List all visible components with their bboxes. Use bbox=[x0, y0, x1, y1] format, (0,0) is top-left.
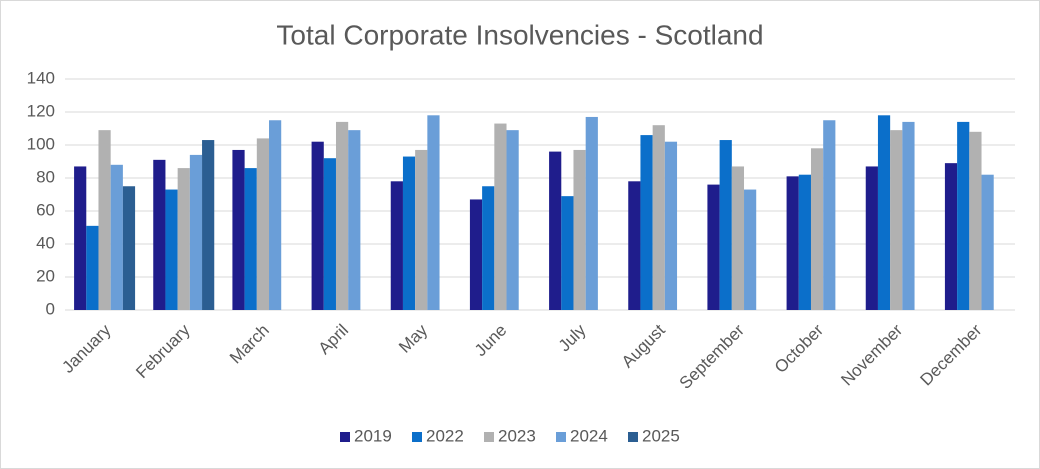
bar bbox=[244, 168, 257, 310]
bar bbox=[415, 149, 428, 310]
bar bbox=[348, 130, 361, 310]
bar bbox=[427, 115, 440, 310]
legend-label: 2019 bbox=[354, 426, 392, 445]
y-tick-label: 0 bbox=[46, 299, 55, 318]
bar bbox=[561, 196, 574, 310]
bar bbox=[707, 184, 720, 310]
bar bbox=[969, 131, 982, 310]
y-tick-label: 60 bbox=[36, 200, 55, 219]
bar bbox=[786, 176, 799, 310]
bar bbox=[981, 174, 994, 310]
bar bbox=[744, 189, 757, 310]
bar bbox=[335, 121, 349, 311]
chart-title: Total Corporate Insolvencies - Scotland bbox=[276, 19, 763, 50]
legend-label: 2024 bbox=[570, 426, 608, 445]
legend-swatch bbox=[556, 432, 566, 442]
legend-swatch bbox=[628, 432, 638, 442]
bar bbox=[719, 140, 732, 310]
y-tick-label: 40 bbox=[36, 233, 55, 252]
y-tick-label: 140 bbox=[27, 68, 55, 87]
bar bbox=[549, 151, 562, 310]
bar bbox=[402, 156, 416, 310]
bar bbox=[469, 199, 483, 310]
bar bbox=[506, 130, 519, 310]
legend-label: 2025 bbox=[642, 426, 680, 445]
bar bbox=[311, 141, 324, 310]
bar bbox=[177, 168, 190, 310]
bar bbox=[232, 149, 245, 310]
legend-swatch bbox=[412, 432, 422, 442]
bar bbox=[731, 166, 745, 310]
legend-label: 2023 bbox=[498, 426, 536, 445]
bar bbox=[865, 166, 878, 310]
bar bbox=[902, 121, 915, 311]
bar bbox=[110, 164, 123, 310]
bar bbox=[165, 189, 178, 310]
bar bbox=[823, 120, 836, 310]
bar bbox=[573, 149, 586, 310]
bar bbox=[957, 121, 970, 311]
bar bbox=[944, 163, 958, 310]
bar bbox=[640, 135, 653, 310]
bar bbox=[798, 174, 811, 310]
bar bbox=[877, 115, 891, 310]
bar bbox=[122, 186, 136, 310]
bar bbox=[494, 123, 507, 310]
bar bbox=[810, 148, 824, 310]
bar bbox=[86, 225, 99, 310]
y-tick-label: 120 bbox=[27, 101, 55, 120]
bar bbox=[202, 140, 215, 310]
y-tick-label: 100 bbox=[27, 134, 55, 153]
bar bbox=[269, 120, 282, 310]
bar bbox=[153, 159, 166, 310]
bar bbox=[98, 130, 111, 310]
bar bbox=[390, 181, 403, 310]
bar bbox=[664, 141, 678, 310]
y-tick-label: 20 bbox=[36, 266, 55, 285]
bar bbox=[890, 130, 903, 310]
bar bbox=[482, 186, 495, 310]
bar bbox=[256, 138, 270, 310]
bar bbox=[628, 181, 641, 310]
y-tick-label: 80 bbox=[36, 167, 55, 186]
legend-label: 2022 bbox=[426, 426, 464, 445]
bar bbox=[323, 158, 336, 310]
legend-swatch bbox=[484, 432, 494, 442]
bar bbox=[189, 154, 203, 310]
bar bbox=[652, 125, 665, 310]
bar bbox=[74, 166, 87, 310]
bar bbox=[585, 116, 598, 310]
legend-swatch bbox=[340, 432, 350, 442]
